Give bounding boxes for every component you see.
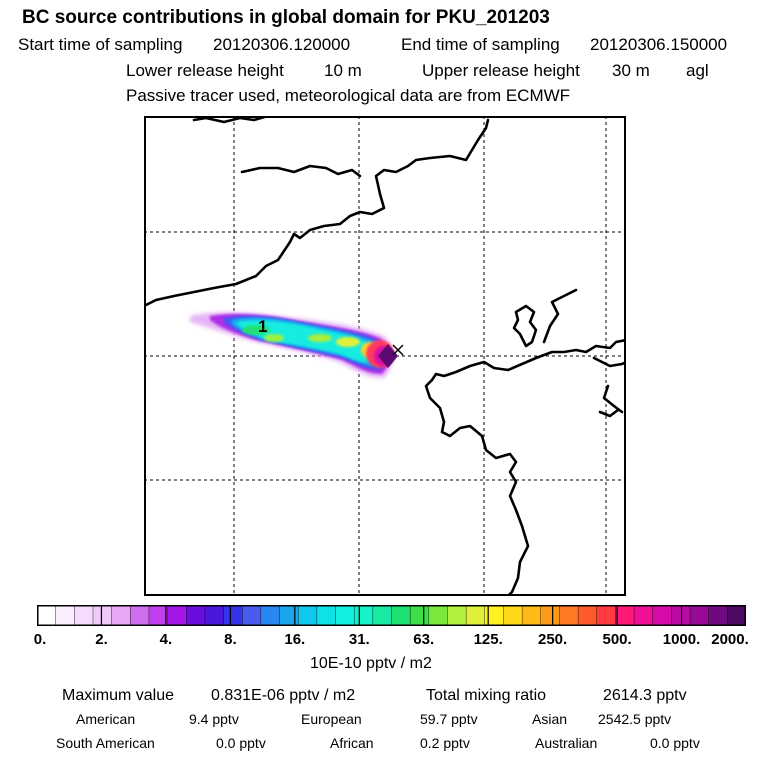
colorbar-cell bbox=[260, 605, 281, 626]
colorbar-tick-label: 2000. bbox=[711, 631, 749, 648]
colorbar-unit: 10E-10 pptv / m2 bbox=[310, 655, 432, 672]
colorbar-tick-label: 0. bbox=[33, 631, 47, 648]
total-mixing-label: Total mixing ratio bbox=[426, 687, 547, 704]
colorbar-cell bbox=[559, 605, 579, 626]
colorbar-tick-label: 500. bbox=[602, 631, 632, 648]
colorbar-cell bbox=[167, 605, 187, 626]
colorbar-tick-label: 16. bbox=[284, 631, 306, 648]
upper-release-value: 30 m bbox=[612, 61, 650, 80]
map-frame bbox=[144, 116, 626, 596]
colorbar-cell bbox=[615, 605, 635, 626]
source-peak bbox=[378, 344, 398, 368]
colorbar-cell bbox=[577, 605, 598, 626]
colorbar-cell bbox=[391, 605, 411, 626]
colorbar-cell bbox=[335, 605, 355, 626]
colorbar-cell bbox=[633, 605, 654, 626]
colorbar-cell bbox=[372, 605, 392, 626]
colorbar-tick-label: 63. bbox=[413, 631, 435, 648]
colorbar-cell bbox=[130, 605, 150, 626]
colorbar-cell bbox=[55, 605, 75, 626]
region-value: 0.0 pptv bbox=[216, 735, 266, 751]
colorbar-cell bbox=[353, 605, 374, 626]
trajectory-marker-label: 1 bbox=[258, 317, 267, 336]
colorbar bbox=[37, 605, 746, 626]
source-location-x-icon bbox=[392, 344, 404, 356]
max-value-label: Maximum value bbox=[62, 687, 175, 704]
colorbar-cell bbox=[298, 605, 318, 626]
region-value: 59.7 pptv bbox=[420, 711, 478, 727]
region-value: 9.4 pptv bbox=[189, 711, 239, 727]
region-name: Australian bbox=[535, 735, 598, 751]
upper-release-suffix: agl bbox=[686, 61, 709, 80]
total-mixing-value: 2614.3 pptv bbox=[603, 687, 687, 704]
colorbar-cell bbox=[503, 605, 523, 626]
colorbar-cell bbox=[148, 605, 169, 626]
start-time-label: Start time of sampling bbox=[18, 35, 183, 54]
colorbar-cell bbox=[223, 605, 243, 626]
colorbar-tick-label: 125. bbox=[473, 631, 503, 648]
colorbar-cell bbox=[316, 605, 337, 626]
colorbar-tick-label: 1000. bbox=[662, 631, 701, 648]
colorbar-cell bbox=[242, 605, 262, 626]
colorbar-cell bbox=[671, 605, 691, 626]
coastlines bbox=[144, 116, 626, 596]
end-time-label: End time of sampling bbox=[401, 35, 560, 54]
region-name: American bbox=[76, 711, 136, 727]
lower-release-value: 10 m bbox=[324, 61, 362, 80]
region-name: Asian bbox=[532, 711, 568, 727]
tracer-note: Passive tracer used, meteorological data… bbox=[126, 86, 571, 105]
start-time-value: 20120306.120000 bbox=[213, 35, 351, 54]
region-value: 0.2 pptv bbox=[420, 735, 470, 751]
region-value: 0.0 pptv bbox=[650, 735, 700, 751]
upper-release-label: Upper release height bbox=[422, 61, 580, 80]
colorbar-cell bbox=[465, 605, 486, 626]
colorbar-cell bbox=[428, 605, 448, 626]
colorbar-cell bbox=[37, 605, 57, 626]
colorbar-cell bbox=[708, 605, 728, 626]
colorbar-cell bbox=[111, 605, 131, 626]
colorbar-tick-label: 31. bbox=[348, 631, 370, 648]
map-title: BC source contributions in global domain… bbox=[22, 7, 550, 28]
colorbar-cell bbox=[204, 605, 225, 626]
lower-release-label: Lower release height bbox=[126, 61, 284, 80]
colorbar-cell bbox=[521, 605, 542, 626]
colorbar-tick-label: 8. bbox=[224, 631, 237, 648]
colorbar-cell bbox=[596, 605, 616, 626]
colorbar-cell bbox=[447, 605, 467, 626]
colorbar-cell bbox=[409, 605, 430, 626]
colorbar-cell bbox=[186, 605, 206, 626]
colorbar-tick-label: 4. bbox=[159, 631, 173, 648]
colorbar-cell bbox=[652, 605, 672, 626]
concentration-plume bbox=[190, 312, 398, 378]
colorbar-tick-label: 250. bbox=[537, 631, 568, 648]
end-time-value: 20120306.150000 bbox=[590, 35, 728, 54]
map-panel: 1 bbox=[144, 116, 626, 596]
colorbar-cell bbox=[540, 605, 560, 626]
region-name: South American bbox=[56, 735, 155, 751]
colorbar-cell bbox=[279, 605, 299, 626]
region-value: 2542.5 pptv bbox=[598, 711, 672, 727]
colorbar-cell bbox=[727, 605, 746, 626]
region-name: African bbox=[330, 735, 374, 751]
colorbar-cell bbox=[689, 605, 710, 626]
region-name: European bbox=[301, 711, 362, 727]
colorbar-tick-label: 2. bbox=[95, 631, 108, 648]
colorbar-cell bbox=[92, 605, 113, 626]
colorbar-cell bbox=[74, 605, 94, 626]
max-value: 0.831E-06 pptv / m2 bbox=[211, 687, 356, 704]
